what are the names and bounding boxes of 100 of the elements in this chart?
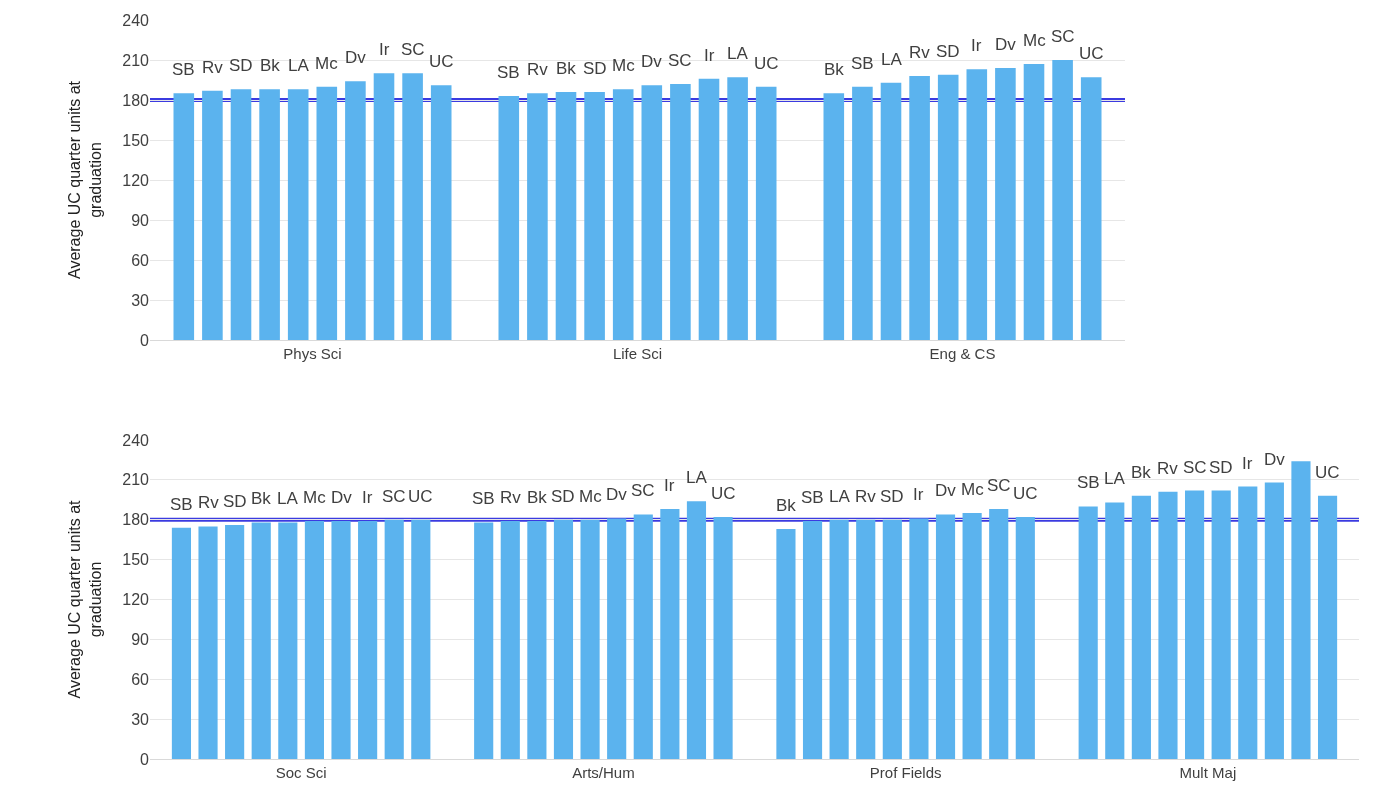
data-label: Dv xyxy=(995,35,1017,54)
bar xyxy=(474,522,494,759)
data-label: UC xyxy=(408,487,433,506)
bar xyxy=(1238,486,1258,759)
x-tick-label: Prof Fields xyxy=(869,764,942,781)
data-label: Dv xyxy=(331,488,353,507)
data-label: Bk xyxy=(776,496,797,515)
bar xyxy=(287,89,309,340)
bar xyxy=(802,521,823,759)
bar xyxy=(198,526,218,759)
bar xyxy=(937,74,959,340)
data-label: Dv xyxy=(641,52,663,71)
data-label: UC xyxy=(1079,44,1104,63)
y-tick-label: 240 xyxy=(122,431,150,449)
x-tick-label: Eng & CS xyxy=(929,345,996,362)
data-label: LA xyxy=(1104,469,1126,488)
bar xyxy=(411,519,431,759)
data-label: Rv xyxy=(855,487,877,506)
data-label: SC xyxy=(401,40,425,59)
data-label: Bk xyxy=(1131,463,1152,482)
bar xyxy=(1080,77,1102,340)
bar xyxy=(527,93,548,340)
y-tick-label: 120 xyxy=(122,171,150,189)
bar xyxy=(1105,502,1125,759)
data-label: SC xyxy=(1051,27,1075,46)
data-label: Ir xyxy=(704,46,715,65)
y-tick-label: 30 xyxy=(131,291,150,309)
data-label: Ir xyxy=(664,476,675,495)
data-label: LA xyxy=(686,468,708,487)
bar xyxy=(1015,517,1035,759)
bar xyxy=(553,519,574,759)
data-label: UC xyxy=(711,484,736,503)
data-label: LA xyxy=(881,50,903,69)
data-label: Mc xyxy=(579,487,603,506)
data-label: Rv xyxy=(527,60,549,79)
bar xyxy=(527,521,547,759)
bar xyxy=(1131,495,1151,759)
bar xyxy=(641,85,663,340)
bar xyxy=(880,82,902,340)
bar xyxy=(430,85,452,340)
bar xyxy=(259,89,280,340)
data-label: UC xyxy=(1315,463,1340,482)
data-label: SD xyxy=(936,42,960,61)
bar xyxy=(331,521,351,759)
data-label: SB xyxy=(472,489,495,508)
bar xyxy=(966,69,988,340)
data-label: Ir xyxy=(971,36,982,55)
y-tick-label: 90 xyxy=(131,630,150,648)
data-label: Bk xyxy=(527,488,548,507)
data-label: SD xyxy=(223,492,247,511)
bar xyxy=(230,89,252,340)
bar xyxy=(202,90,223,340)
y-tick-label: 60 xyxy=(131,251,150,269)
data-label: Rv xyxy=(909,43,931,62)
y-tick-label: 60 xyxy=(131,670,150,688)
data-label: Dv xyxy=(345,48,367,67)
data-label: SD xyxy=(880,487,904,506)
bar xyxy=(1023,64,1045,340)
data-label: SB xyxy=(497,63,520,82)
y-axis-title: Average UC quarter units at graduation xyxy=(66,499,105,699)
data-label: Rv xyxy=(202,58,224,77)
bar xyxy=(1317,495,1338,759)
bar xyxy=(402,73,423,340)
data-label: Rv xyxy=(1157,459,1179,478)
data-label: SC xyxy=(987,476,1011,495)
bar xyxy=(882,519,902,759)
bar xyxy=(1078,506,1098,759)
bar xyxy=(1291,461,1311,759)
data-label: Dv xyxy=(935,481,957,500)
bar xyxy=(829,519,849,759)
data-label: Mc xyxy=(303,488,327,507)
data-label: Ir xyxy=(379,40,390,59)
y-tick-label: 0 xyxy=(140,331,150,349)
x-tick-label: Life Sci xyxy=(612,345,663,362)
bar xyxy=(384,519,404,759)
y-tick-label: 240 xyxy=(122,11,150,29)
data-label: SC xyxy=(631,481,655,500)
data-label: SB xyxy=(851,54,874,73)
bar xyxy=(962,513,982,759)
bar xyxy=(358,521,378,759)
bar xyxy=(727,77,748,340)
bar xyxy=(278,522,298,759)
data-label: Mc xyxy=(961,480,985,499)
data-label: Ir xyxy=(913,485,924,504)
data-label: SD xyxy=(1209,458,1233,477)
data-label: Bk xyxy=(251,489,272,508)
data-label: LA xyxy=(288,56,310,75)
data-label: LA xyxy=(829,487,851,506)
bar xyxy=(633,514,653,759)
data-label: Rv xyxy=(500,488,522,507)
data-label: Bk xyxy=(260,56,281,75)
bar xyxy=(856,519,876,759)
y-tick-label: 30 xyxy=(131,710,150,728)
data-label: UC xyxy=(429,52,454,71)
data-label: Dv xyxy=(606,485,628,504)
bar xyxy=(776,529,796,759)
bar xyxy=(612,89,634,340)
bar xyxy=(316,86,338,340)
data-label: LA xyxy=(277,489,299,508)
data-label: Ir xyxy=(1242,454,1253,473)
